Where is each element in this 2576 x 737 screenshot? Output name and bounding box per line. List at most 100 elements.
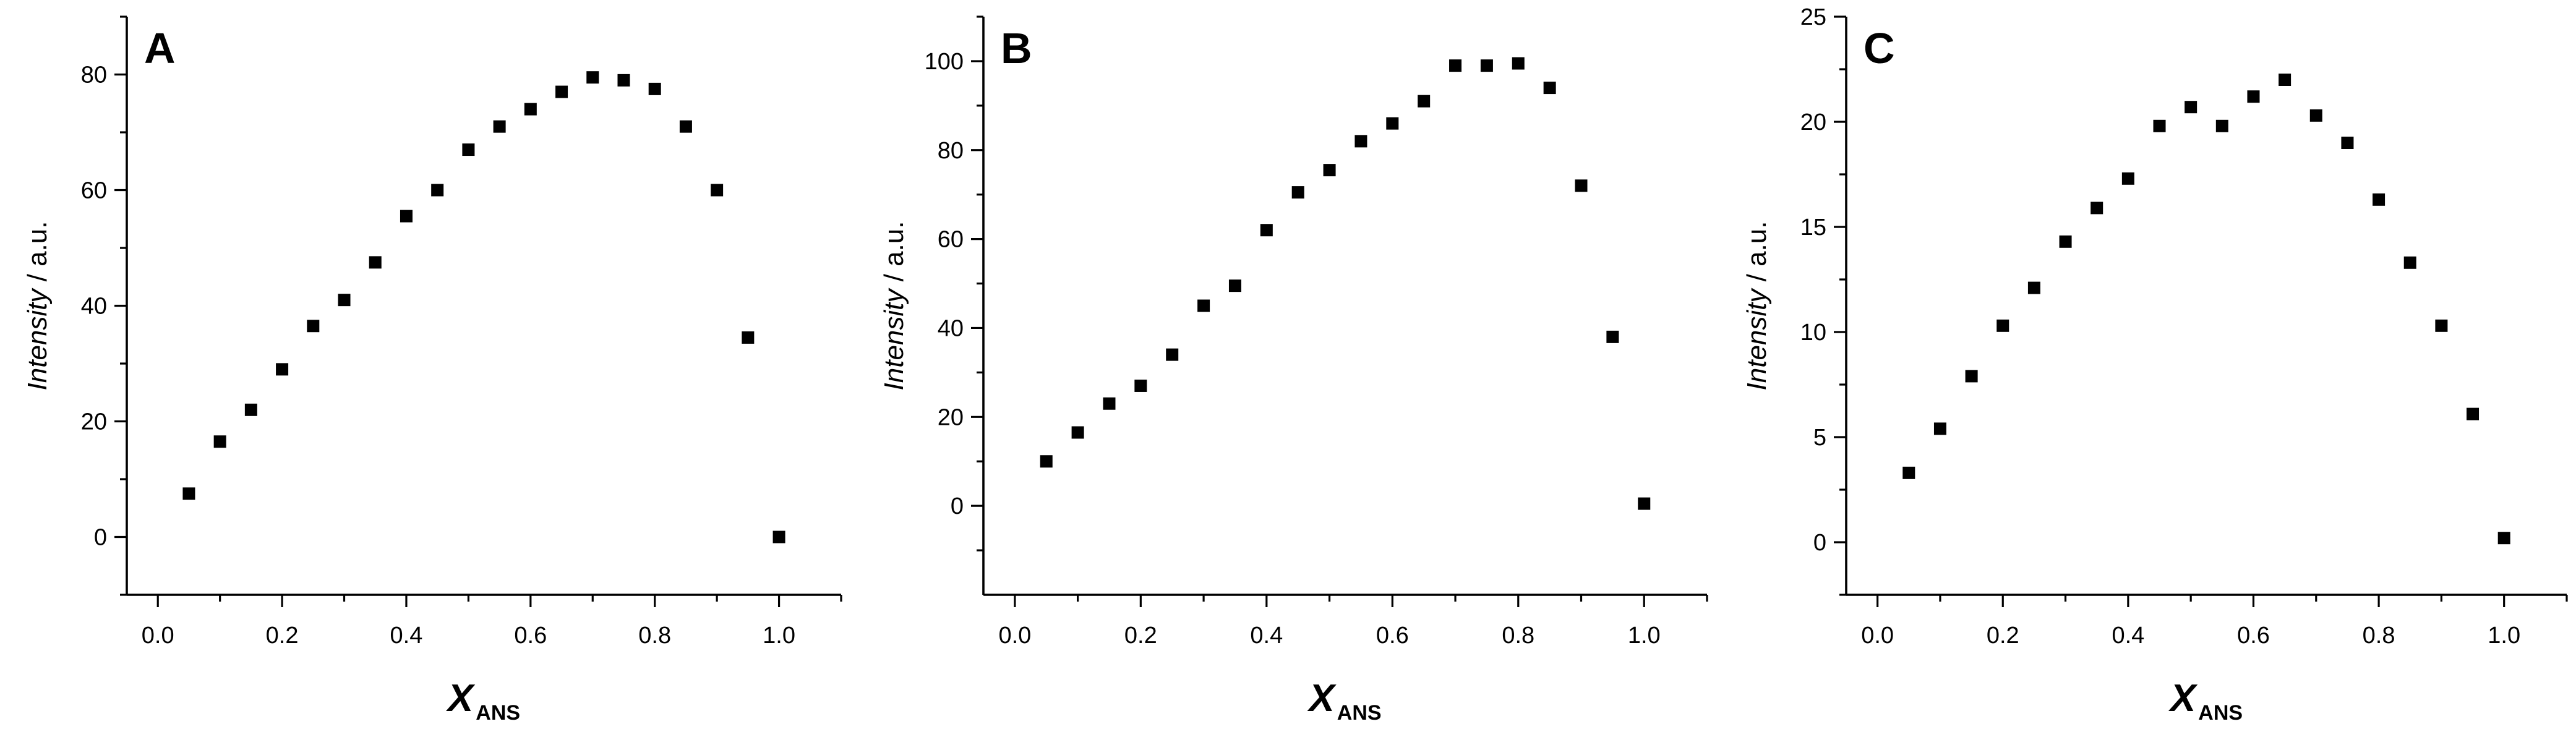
panel-label: C: [1864, 24, 1895, 72]
chart-panel-a: 0.0 0.2 0.4 0.6 0.8 1.0 0 20 40 60 80 A Intensity / …: [22, 15, 842, 725]
chart-panel-c: 0.0 0.2 0.4 0.6 0.8 1.0 0 5 10 15 20 25 C Intensity /…: [1742, 4, 2568, 725]
data-point: [2059, 235, 2072, 248]
y-axis-label-italic: Intensity: [22, 288, 53, 391]
data-point: [1386, 117, 1399, 130]
y-tick-label: 20: [81, 409, 107, 435]
y-tick-label: 80: [81, 62, 107, 88]
data-point: [2309, 109, 2322, 122]
y-tick-label: 10: [1800, 320, 1826, 346]
data-point: [772, 530, 785, 543]
x-tick-label: 0.2: [266, 623, 299, 649]
x-tick-label: 0.6: [1376, 623, 1409, 649]
data-point: [555, 85, 568, 98]
data-point: [648, 82, 661, 95]
data-point: [338, 294, 351, 307]
x-axis-label-main: X: [446, 677, 476, 720]
data-point: [462, 143, 475, 156]
data-point: [1512, 57, 1525, 70]
x-axis-label-sub: ANS: [2198, 701, 2243, 725]
y-axis-label-unit: / a.u.: [22, 221, 53, 289]
x-tick-label: 0.4: [1250, 623, 1283, 649]
data-point: [244, 403, 257, 416]
y-tick-label: 60: [81, 178, 107, 204]
y-axis-label-unit: / a.u.: [879, 221, 909, 289]
data-point: [1449, 59, 1462, 72]
y-tick-label: 0: [1813, 530, 1826, 556]
chart-panel-b: 0.0 0.2 0.4 0.6 0.8 1.0 0 20 40 60 80 100 B Intensity…: [879, 15, 1708, 725]
x-tick-label: 0.2: [1987, 623, 2019, 649]
x-axis-label-main: X: [2168, 677, 2198, 720]
x-tick-label: 0.0: [1861, 623, 1894, 649]
data-point: [1543, 82, 1556, 95]
x-tick-label: 0.0: [998, 623, 1031, 649]
x-tick-label: 0.2: [1124, 623, 1157, 649]
data-point: [617, 74, 630, 87]
data-point: [1323, 164, 1336, 177]
data-point: [679, 120, 692, 133]
data-point: [1480, 59, 1493, 72]
data-point: [2027, 281, 2040, 294]
data-point: [1103, 397, 1116, 410]
x-tick-label: 0.4: [2112, 623, 2144, 649]
y-axis-label-italic: Intensity: [1742, 288, 1772, 391]
data-point: [276, 363, 289, 376]
data-point: [524, 103, 537, 116]
y-tick-label: 20: [1800, 109, 1826, 135]
x-axis-label: X ANS: [1307, 677, 1381, 725]
y-tick-label: 0: [951, 493, 964, 519]
x-tick-label: 1.0: [763, 623, 795, 649]
data-point: [1575, 179, 1588, 192]
data-point: [2373, 193, 2386, 206]
x-axis-label: X ANS: [446, 677, 520, 725]
data-point: [2184, 101, 2197, 114]
data-point: [1166, 348, 1179, 361]
y-axis-label: Intensity / a.u.: [22, 221, 53, 391]
data-point: [369, 256, 382, 269]
y-tick-label: 20: [938, 404, 964, 430]
data-point: [307, 320, 320, 333]
y-tick-label: 0: [94, 525, 107, 551]
data-point: [182, 487, 195, 500]
data-point: [1902, 466, 1915, 479]
data-point: [1197, 299, 1210, 312]
data-point: [1933, 422, 1946, 435]
data-point: [1418, 95, 1431, 108]
y-tick-label: 5: [1813, 425, 1826, 451]
y-tick-label: 25: [1800, 4, 1826, 30]
y-axis-label: Intensity / a.u.: [879, 221, 909, 391]
data-point: [431, 184, 444, 197]
data-point: [2497, 532, 2510, 545]
x-tick-label: 1.0: [1628, 623, 1661, 649]
data-point: [1291, 186, 1304, 199]
x-axis-label-main: X: [1307, 677, 1337, 720]
data-point: [742, 331, 755, 344]
panel-label: B: [1001, 24, 1032, 72]
x-axis-label: X ANS: [2168, 677, 2243, 725]
data-point: [1606, 330, 1619, 343]
x-tick-label: 0.8: [2363, 623, 2395, 649]
x-tick-label: 0.0: [142, 623, 174, 649]
data-point: [1071, 426, 1084, 439]
data-point: [2153, 119, 2166, 132]
data-point: [1134, 379, 1147, 392]
x-tick-label: 0.8: [638, 623, 671, 649]
y-tick-label: 40: [938, 315, 964, 341]
data-point: [1354, 135, 1367, 148]
data-point: [1996, 319, 2009, 332]
y-tick-label: 40: [81, 294, 107, 320]
data-point: [400, 210, 413, 223]
data-point: [493, 120, 506, 133]
data-point: [2341, 137, 2354, 149]
y-axis-label-unit: / a.u.: [1742, 221, 1772, 289]
y-axis-label-italic: Intensity: [879, 288, 909, 391]
panel-label: A: [144, 24, 176, 72]
x-tick-label: 0.6: [514, 623, 547, 649]
data-point: [1638, 497, 1651, 510]
y-tick-label: 100: [925, 49, 964, 75]
x-tick-label: 1.0: [2488, 623, 2520, 649]
data-point: [1228, 279, 1241, 292]
data-point: [2215, 119, 2228, 132]
data-point: [2467, 407, 2480, 420]
x-tick-label: 0.8: [1502, 623, 1534, 649]
data-point: [586, 71, 599, 84]
